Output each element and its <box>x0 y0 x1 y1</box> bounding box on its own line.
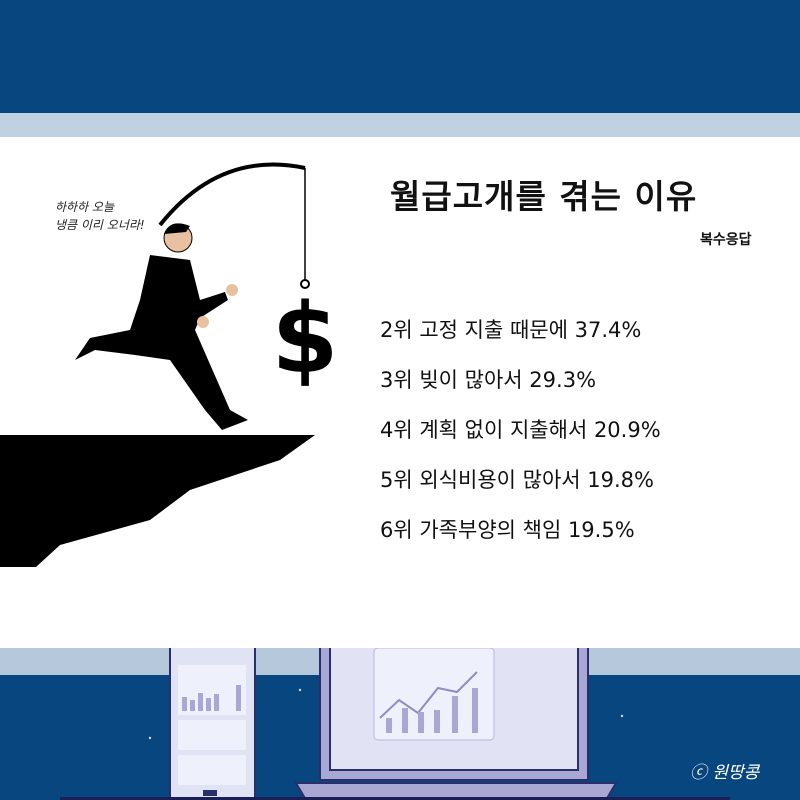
subtitle: 복수응답 <box>700 232 752 248</box>
speech-text: 하하하 오늘 냉큼 이리 오너라! <box>55 198 145 234</box>
page-title: 월급고개를 겪는 이유 <box>390 177 698 216</box>
list-item: 2위 고정 지출 때문에 37.4% <box>380 318 642 342</box>
reasons-list: 2위 고정 지출 때문에 37.4% 3위 빚이 많아서 29.3% 4위 계획… <box>380 314 661 564</box>
list-item: 6위 가족부양의 책임 19.5% <box>380 518 635 542</box>
dollar-sign: $ <box>272 283 339 395</box>
cliff-fishing-illustration: $ <box>0 162 339 567</box>
devices-illustration <box>60 648 730 800</box>
list-item: 3위 빚이 많아서 29.3% <box>380 368 597 392</box>
list-item: 5위 외식비용이 많아서 19.8% <box>380 468 654 492</box>
copyright-text: ⓒ 원땅콩 <box>690 763 760 783</box>
speech-line-2: 냉큼 이리 오너라! <box>55 218 145 232</box>
speech-line-1: 하하하 오늘 <box>55 200 115 214</box>
content-panel <box>0 137 800 648</box>
list-item: 4위 계획 없이 지출해서 20.9% <box>380 418 661 442</box>
top-band <box>0 113 800 137</box>
